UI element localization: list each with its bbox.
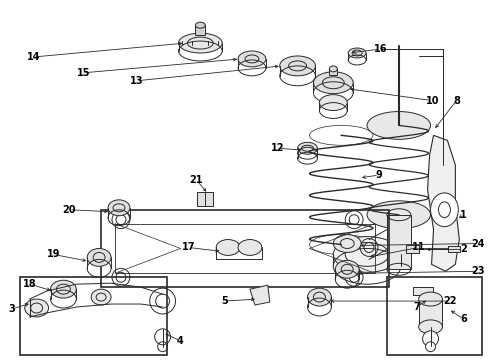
Text: 20: 20 xyxy=(62,205,76,215)
Bar xyxy=(328,69,337,75)
Ellipse shape xyxy=(178,33,222,53)
Ellipse shape xyxy=(279,56,315,76)
Ellipse shape xyxy=(307,288,331,306)
Ellipse shape xyxy=(25,299,48,317)
Bar xyxy=(20,277,166,355)
Text: 12: 12 xyxy=(270,143,284,153)
Text: 14: 14 xyxy=(27,52,41,62)
Bar xyxy=(386,215,410,269)
Ellipse shape xyxy=(366,112,429,139)
Text: 24: 24 xyxy=(470,239,484,248)
Ellipse shape xyxy=(425,342,435,352)
Text: 7: 7 xyxy=(412,302,419,312)
Text: 17: 17 xyxy=(182,243,195,252)
Text: 16: 16 xyxy=(373,44,387,54)
Ellipse shape xyxy=(50,280,76,298)
Polygon shape xyxy=(427,135,458,271)
Ellipse shape xyxy=(319,95,346,111)
Ellipse shape xyxy=(347,48,366,58)
Ellipse shape xyxy=(333,237,400,272)
Text: 15: 15 xyxy=(76,68,90,78)
Ellipse shape xyxy=(87,248,111,266)
Bar xyxy=(195,25,205,35)
Bar xyxy=(101,210,388,287)
Text: 8: 8 xyxy=(452,96,459,105)
Ellipse shape xyxy=(429,193,457,227)
Bar xyxy=(412,287,432,295)
Ellipse shape xyxy=(328,66,337,72)
Ellipse shape xyxy=(418,320,442,334)
Ellipse shape xyxy=(238,239,262,255)
Ellipse shape xyxy=(366,201,429,229)
Ellipse shape xyxy=(313,72,352,94)
Text: 11: 11 xyxy=(411,243,425,252)
Ellipse shape xyxy=(195,22,205,28)
Bar xyxy=(418,299,442,327)
Ellipse shape xyxy=(422,331,438,347)
Ellipse shape xyxy=(333,235,360,252)
Text: 21: 21 xyxy=(189,175,203,185)
Bar xyxy=(447,247,459,252)
Text: 6: 6 xyxy=(459,314,466,324)
Bar xyxy=(115,224,374,273)
Text: 1: 1 xyxy=(459,210,466,220)
Text: 9: 9 xyxy=(375,170,382,180)
Ellipse shape xyxy=(91,289,111,305)
Ellipse shape xyxy=(108,200,130,216)
Text: 13: 13 xyxy=(130,76,143,86)
Ellipse shape xyxy=(216,239,240,255)
Ellipse shape xyxy=(335,260,358,278)
Text: 4: 4 xyxy=(177,336,183,346)
Bar xyxy=(405,246,418,253)
Text: 2: 2 xyxy=(459,244,466,255)
Ellipse shape xyxy=(418,292,442,306)
Text: 3: 3 xyxy=(8,304,15,314)
Text: 10: 10 xyxy=(425,96,438,105)
Ellipse shape xyxy=(238,51,265,67)
Bar xyxy=(197,192,213,206)
Text: 22: 22 xyxy=(443,296,456,306)
Ellipse shape xyxy=(297,142,317,154)
Text: 23: 23 xyxy=(470,266,484,276)
Text: 18: 18 xyxy=(23,279,37,289)
Text: 5: 5 xyxy=(220,296,227,306)
Bar xyxy=(386,277,481,355)
Polygon shape xyxy=(249,285,269,305)
Text: 19: 19 xyxy=(47,249,60,260)
